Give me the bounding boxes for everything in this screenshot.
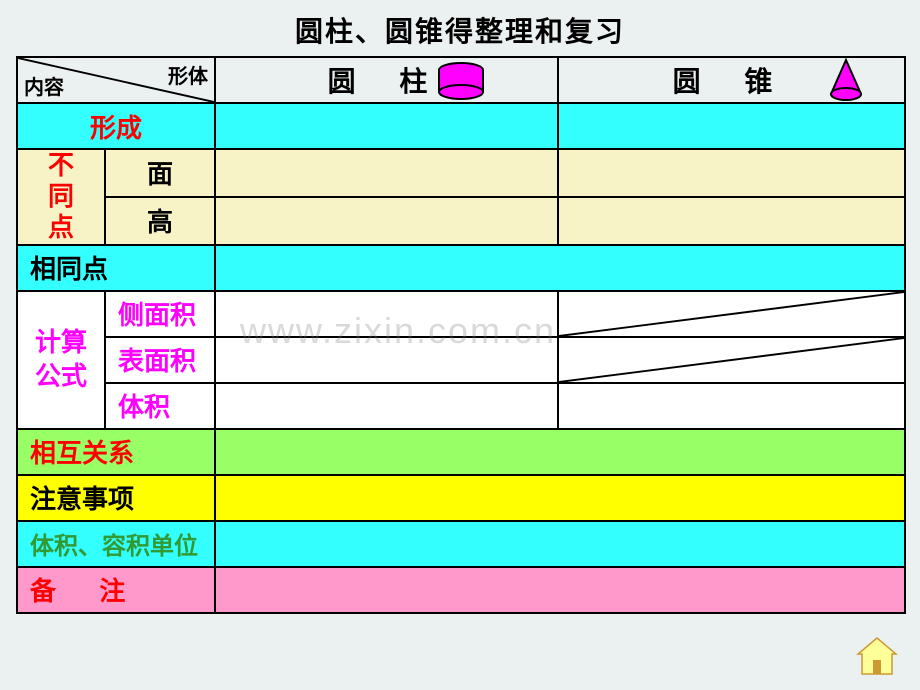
- cylinder-icon: [435, 62, 487, 107]
- page-title: 圆柱、圆锥得整理和复习: [16, 10, 904, 50]
- header-diagonal-cell: 形体 内容: [17, 57, 215, 103]
- label-diff-face: 面: [105, 149, 215, 197]
- label-formula: 计算公式: [17, 291, 105, 429]
- cell-diff-height-cone: [558, 197, 905, 245]
- column-cone-label: 圆 锥: [673, 66, 791, 97]
- label-formula-text: 计算公式: [32, 326, 89, 394]
- row-diff-height: 高: [17, 197, 905, 245]
- row-units: 体积、容积单位: [17, 521, 905, 567]
- label-diff: 不同点: [17, 149, 105, 245]
- label-notes-a: 备: [30, 576, 56, 606]
- label-formation: 形成: [17, 103, 215, 149]
- label-formula-surface: 表面积: [105, 337, 215, 383]
- home-icon[interactable]: [856, 636, 898, 676]
- table-header-row: 形体 内容 圆 柱 圆 锥: [17, 57, 905, 103]
- cell-formula-volume-cyl: [215, 383, 558, 429]
- label-diff-text: 不同点: [45, 150, 76, 244]
- row-caution: 注意事项: [17, 475, 905, 521]
- row-diff-face: 不同点 面: [17, 149, 905, 197]
- cell-formula-surface-cone: [558, 337, 905, 383]
- cell-formula-surface-cyl: [215, 337, 558, 383]
- cell-formation-cone: [558, 103, 905, 149]
- row-formula-side: 计算公式 侧面积: [17, 291, 905, 337]
- row-formula-surface: 表面积: [17, 337, 905, 383]
- header-shape-label: 形体: [168, 60, 208, 89]
- row-same: 相同点: [17, 245, 905, 291]
- cell-units: [215, 521, 905, 567]
- row-formation: 形成: [17, 103, 905, 149]
- row-relation: 相互关系: [17, 429, 905, 475]
- label-caution: 注意事项: [17, 475, 215, 521]
- label-formula-side: 侧面积: [105, 291, 215, 337]
- comparison-table: 形体 内容 圆 柱 圆 锥: [16, 56, 906, 614]
- column-cylinder-label: 圆 柱: [328, 66, 446, 97]
- cone-icon: [828, 58, 864, 109]
- column-cylinder: 圆 柱: [215, 57, 558, 103]
- cell-formula-side-cyl: [215, 291, 558, 337]
- label-notes-b: 注: [99, 576, 125, 606]
- label-same: 相同点: [17, 245, 215, 291]
- cell-formation-cyl: [215, 103, 558, 149]
- content-frame: 圆柱、圆锥得整理和复习 形体 内容 圆 柱: [16, 10, 904, 614]
- cell-diff-face-cone: [558, 149, 905, 197]
- label-notes: 备 注: [17, 567, 215, 613]
- column-cone: 圆 锥: [558, 57, 905, 103]
- cell-same: [215, 245, 905, 291]
- row-formula-volume: 体积: [17, 383, 905, 429]
- cell-formula-volume-cone: [558, 383, 905, 429]
- label-units: 体积、容积单位: [17, 521, 215, 567]
- label-relation: 相互关系: [17, 429, 215, 475]
- label-diff-height: 高: [105, 197, 215, 245]
- cell-relation: [215, 429, 905, 475]
- cell-notes: [215, 567, 905, 613]
- cell-formula-side-cone: [558, 291, 905, 337]
- cell-diff-face-cyl: [215, 149, 558, 197]
- row-notes: 备 注: [17, 567, 905, 613]
- header-content-label: 内容: [24, 71, 64, 100]
- cell-caution: [215, 475, 905, 521]
- cell-diff-height-cyl: [215, 197, 558, 245]
- label-formula-volume: 体积: [105, 383, 215, 429]
